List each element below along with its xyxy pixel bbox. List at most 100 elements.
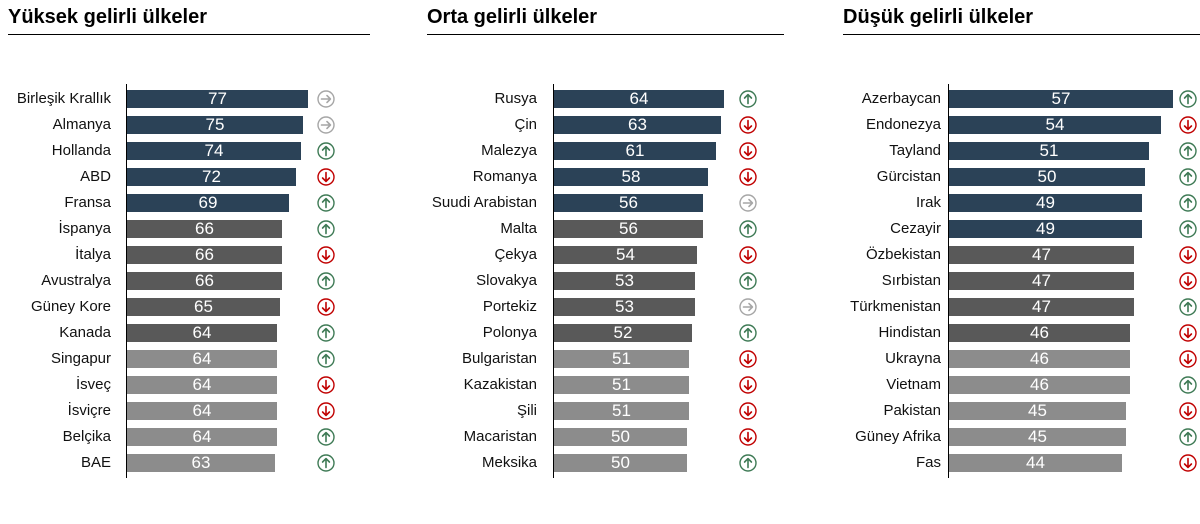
bar-row: Vietnam 46 bbox=[843, 372, 1200, 398]
arrow-up-icon bbox=[1179, 428, 1197, 446]
bar bbox=[949, 454, 1122, 472]
category-label: Birleşik Krallık bbox=[16, 90, 111, 107]
bar-row: Irak 49 bbox=[843, 190, 1200, 216]
bar-row: Polonya 52 bbox=[427, 320, 784, 346]
bar-row: Suudi Arabistan 56 bbox=[427, 190, 784, 216]
chart-title: Yüksek gelirli ülkeler bbox=[8, 6, 207, 28]
arrow-up-icon bbox=[739, 272, 757, 290]
bar-row: Romanya 58 bbox=[427, 164, 784, 190]
arrow-down-icon bbox=[739, 376, 757, 394]
category-label: ABD bbox=[80, 168, 111, 185]
bar-row: Çekya 54 bbox=[427, 242, 784, 268]
arrow-down-icon bbox=[317, 402, 335, 420]
category-label: Rusya bbox=[494, 90, 537, 107]
category-label: Suudi Arabistan bbox=[431, 194, 537, 211]
bar-row: Slovakya 53 bbox=[427, 268, 784, 294]
bar-value-label: 74 bbox=[204, 141, 224, 160]
arrow-down-icon bbox=[1179, 402, 1197, 420]
arrow-up-icon bbox=[317, 142, 335, 160]
bar-row: Azerbaycan 57 bbox=[843, 86, 1200, 112]
bar-row: Malezya 61 bbox=[427, 138, 784, 164]
bar-row: Fas 44 bbox=[843, 450, 1200, 476]
arrow-down-icon bbox=[739, 142, 757, 160]
chart-title: Orta gelirli ülkeler bbox=[427, 6, 598, 28]
bar bbox=[949, 272, 1134, 290]
y-axis-line bbox=[126, 84, 127, 478]
title-underline bbox=[427, 34, 784, 35]
category-label: Fas bbox=[915, 454, 941, 471]
bar-row: Tayland 51 bbox=[843, 138, 1200, 164]
bar bbox=[127, 90, 308, 108]
bar-value-label: 50 bbox=[1037, 167, 1057, 186]
bar-value-label: 66 bbox=[195, 271, 214, 290]
arrow-down-icon bbox=[1179, 324, 1197, 342]
bar bbox=[949, 220, 1142, 238]
arrow-up-icon bbox=[1179, 298, 1197, 316]
category-label: Fransa bbox=[64, 194, 111, 211]
bar-value-label: 50 bbox=[611, 453, 630, 472]
bar-value-label: 58 bbox=[621, 167, 641, 186]
bar-value-label: 49 bbox=[1036, 193, 1055, 212]
arrow-down-icon bbox=[739, 246, 757, 264]
category-label: Özbekistan bbox=[865, 246, 941, 263]
bar-value-label: 46 bbox=[1030, 323, 1049, 342]
arrow-down-icon bbox=[739, 116, 757, 134]
bar-row: Hollanda 74 bbox=[8, 138, 370, 164]
bar-row: Güney Afrika 45 bbox=[843, 424, 1200, 450]
arrow-down-icon bbox=[1179, 246, 1197, 264]
category-label: Almanya bbox=[52, 116, 111, 133]
arrow-right-icon bbox=[317, 116, 335, 134]
bar-value-label: 46 bbox=[1030, 375, 1049, 394]
arrow-up-icon bbox=[739, 90, 757, 108]
arrow-down-icon bbox=[739, 168, 757, 186]
bar-value-label: 52 bbox=[613, 323, 633, 342]
category-label: Portekiz bbox=[482, 298, 537, 315]
bar-value-label: 51 bbox=[612, 349, 631, 368]
arrow-up-icon bbox=[1179, 90, 1197, 108]
bar-value-label: 64 bbox=[629, 89, 649, 108]
bar bbox=[554, 220, 703, 238]
bar-row: Çin 63 bbox=[427, 112, 784, 138]
bar-value-label: 72 bbox=[202, 167, 221, 186]
bar-row: Hindistan 46 bbox=[843, 320, 1200, 346]
bar-value-label: 56 bbox=[619, 193, 638, 212]
bar-value-label: 54 bbox=[616, 245, 635, 264]
category-label: Sırbistan bbox=[881, 272, 941, 289]
arrow-down-icon bbox=[317, 246, 335, 264]
bar bbox=[127, 350, 277, 368]
bar-value-label: 77 bbox=[208, 89, 227, 108]
bar bbox=[554, 194, 703, 212]
arrow-up-icon bbox=[317, 454, 335, 472]
bar-value-label: 47 bbox=[1032, 297, 1051, 316]
bar-row: Şili 51 bbox=[427, 398, 784, 424]
arrow-down-icon bbox=[739, 350, 757, 368]
category-label: Kazakistan bbox=[463, 376, 537, 393]
category-label: Pakistan bbox=[883, 402, 941, 419]
arrow-down-icon bbox=[317, 168, 335, 186]
bar-value-label: 75 bbox=[205, 115, 225, 134]
chart-panel: Orta gelirli ülkeler Rusya 64 Çin 63 Malezya 6… bbox=[427, 0, 784, 524]
bar-value-label: 63 bbox=[191, 453, 211, 472]
chart-panel: Düşük gelirli ülkeler Azerbaycan 57 Endonez… bbox=[843, 0, 1200, 524]
bar bbox=[127, 298, 280, 316]
category-label: Çin bbox=[514, 116, 537, 133]
bar bbox=[554, 376, 689, 394]
arrow-up-icon bbox=[1179, 142, 1197, 160]
arrow-down-icon bbox=[1179, 350, 1197, 368]
bar-row: ABD 72 bbox=[8, 164, 370, 190]
category-label: Endonezya bbox=[865, 116, 941, 133]
bar-row: BAE 63 bbox=[8, 450, 370, 476]
arrow-down-icon bbox=[317, 376, 335, 394]
bar-row: Ukrayna 46 bbox=[843, 346, 1200, 372]
category-label: Hollanda bbox=[51, 142, 111, 159]
category-label: Meksika bbox=[481, 454, 537, 471]
bar-row: İsviçre 64 bbox=[8, 398, 370, 424]
category-label: Malezya bbox=[481, 142, 537, 159]
bar-row: Fransa 69 bbox=[8, 190, 370, 216]
arrow-down-icon bbox=[739, 402, 757, 420]
bar-row: Rusya 64 bbox=[427, 86, 784, 112]
bar-value-label: 44 bbox=[1026, 453, 1045, 472]
bar-value-label: 61 bbox=[625, 141, 645, 160]
bar-value-label: 51 bbox=[612, 401, 631, 420]
bar bbox=[949, 116, 1161, 134]
